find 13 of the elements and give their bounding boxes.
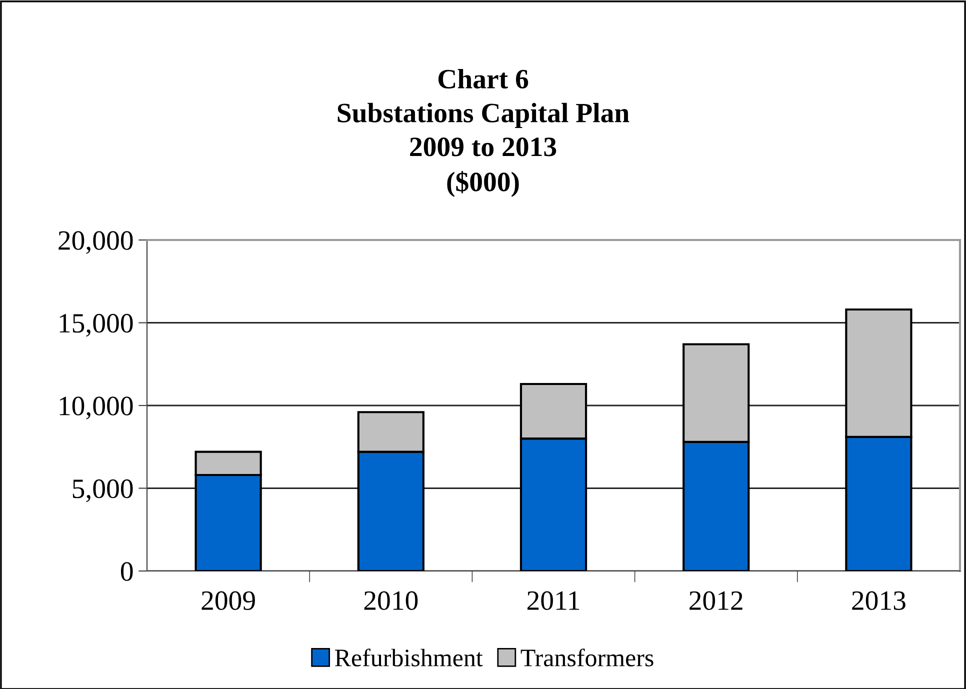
y-tick-label: 15,000 xyxy=(60,314,133,337)
chart-title: Chart 6 Substations Capital Plan 2009 to 2013 ($000) xyxy=(338,69,630,197)
y-tick-label: 20,000 xyxy=(58,231,133,254)
legend-label: Refurbishment xyxy=(335,648,483,666)
x-tick-label: 2010 xyxy=(364,591,418,610)
x-tick-label: 2009 xyxy=(202,591,255,610)
x-tick-label: 2012 xyxy=(690,591,742,610)
y-tick-label: 0 xyxy=(120,562,133,581)
y-tick-label: 5,000 xyxy=(72,479,133,502)
x-tick-label: 2011 xyxy=(527,591,580,610)
y-tick-label: 10,000 xyxy=(60,396,133,420)
legend-label: Transformers xyxy=(520,648,654,666)
x-tick-label: 2013 xyxy=(852,591,906,610)
